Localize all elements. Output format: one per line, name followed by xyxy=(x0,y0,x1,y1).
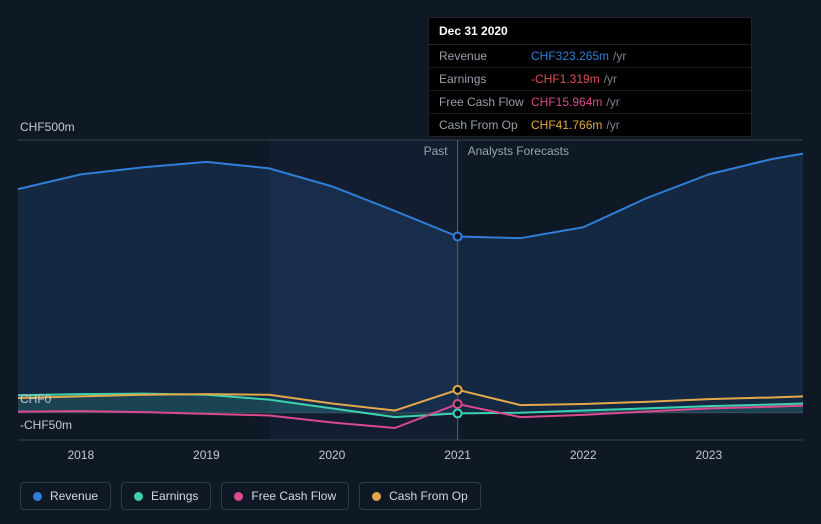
tooltip-metric-label: Free Cash Flow xyxy=(439,95,531,109)
legend: Revenue Earnings Free Cash Flow Cash From O… xyxy=(20,482,481,510)
tooltip-metric-unit: /yr xyxy=(606,95,619,109)
tooltip-metric-value: CHF323.265m xyxy=(531,49,609,63)
tooltip-metric-value: -CHF1.319m xyxy=(531,72,600,86)
tooltip-row: Free Cash FlowCHF15.964m/yr xyxy=(429,91,751,114)
region-label-past: Past xyxy=(424,144,448,158)
legend-label: Earnings xyxy=(151,489,198,503)
tooltip-metric-value: CHF41.766m xyxy=(531,118,602,132)
legend-dot-icon xyxy=(134,492,143,501)
legend-item-fcf[interactable]: Free Cash Flow xyxy=(221,482,349,510)
x-axis-tick: 2022 xyxy=(570,448,597,462)
tooltip-row: Cash From OpCHF41.766m/yr xyxy=(429,114,751,136)
tooltip-metric-label: Revenue xyxy=(439,49,531,63)
legend-item-earnings[interactable]: Earnings xyxy=(121,482,211,510)
tooltip-date: Dec 31 2020 xyxy=(429,18,751,45)
tooltip-metric-value: CHF15.964m xyxy=(531,95,602,109)
x-axis-tick: 2019 xyxy=(193,448,220,462)
tooltip-row: Earnings-CHF1.319m/yr xyxy=(429,68,751,91)
legend-dot-icon xyxy=(234,492,243,501)
y-axis-label: -CHF50m xyxy=(20,418,72,432)
legend-dot-icon xyxy=(372,492,381,501)
legend-item-revenue[interactable]: Revenue xyxy=(20,482,111,510)
tooltip-metric-unit: /yr xyxy=(606,118,619,132)
legend-label: Revenue xyxy=(50,489,98,503)
legend-label: Cash From Op xyxy=(389,489,468,503)
tooltip-metric-label: Cash From Op xyxy=(439,118,531,132)
tooltip-metric-unit: /yr xyxy=(604,72,617,86)
tooltip: Dec 31 2020 RevenueCHF323.265m/yrEarning… xyxy=(428,17,752,137)
tooltip-row: RevenueCHF323.265m/yr xyxy=(429,45,751,68)
region-label-forecast: Analysts Forecasts xyxy=(468,144,569,158)
y-axis-label: CHF0 xyxy=(20,392,51,406)
legend-dot-icon xyxy=(33,492,42,501)
x-axis-tick: 2018 xyxy=(67,448,94,462)
legend-label: Free Cash Flow xyxy=(251,489,336,503)
tooltip-metric-label: Earnings xyxy=(439,72,531,86)
tooltip-metric-unit: /yr xyxy=(613,49,626,63)
y-axis-label: CHF500m xyxy=(20,120,75,134)
legend-item-cashop[interactable]: Cash From Op xyxy=(359,482,481,510)
chart-container: CHF500m CHF0 -CHF50m Past Analysts Forec… xyxy=(0,0,821,524)
x-axis-tick: 2023 xyxy=(695,448,722,462)
x-axis-tick: 2021 xyxy=(444,448,471,462)
x-axis-tick: 2020 xyxy=(319,448,346,462)
